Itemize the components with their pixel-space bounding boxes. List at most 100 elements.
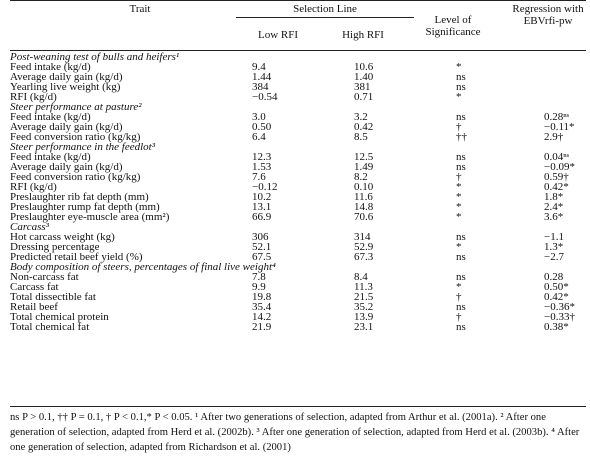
table-row: Preslaughter eye-muscle area (mm²) 66.9 70… — [10, 211, 586, 223]
significance-cell: ns — [456, 321, 466, 333]
regression-cell: 3.6* — [544, 211, 564, 223]
high-rfi-cell: 52.9 — [354, 241, 374, 253]
significance-cell: ns — [456, 111, 466, 123]
high-rfi-cell: 11.6 — [354, 191, 373, 203]
high-rfi-cell: 23.1 — [354, 321, 374, 333]
header-rule — [10, 50, 586, 51]
high-rfi-cell: 35.2 — [354, 301, 374, 313]
low-rfi-cell: 67.5 — [252, 251, 272, 263]
table-footnote: ns P > 0.1, †† P = 0.1, † P < 0.1,* P < … — [10, 412, 580, 453]
low-rfi-cell: 35.4 — [252, 301, 272, 313]
trait-cell: Average daily gain (kg/d) — [10, 71, 123, 83]
significance-cell: ns — [456, 271, 466, 283]
trait-cell: Non-carcass fat — [10, 271, 79, 283]
significance-cell: ns — [456, 231, 466, 243]
regression-cell: 2.9† — [544, 131, 564, 143]
high-rfi-cell: 8.5 — [354, 131, 368, 143]
table-row: Total chemical fat 21.9 23.1 ns 0.38* — [10, 321, 586, 333]
low-rfi-cell: 7.8 — [252, 271, 266, 283]
regression-cell: −2.7 — [544, 251, 564, 263]
table-row: Average daily gain (kg/d) 1.44 1.40 ns — [10, 71, 586, 83]
section-heading: Steer performance in the feedlot³ — [10, 142, 586, 153]
high-rfi-cell: 0.71 — [354, 91, 374, 103]
low-rfi-cell: −0.54 — [252, 91, 278, 103]
significance-cell: * — [456, 241, 462, 253]
regression-cell: 0.28ⁿˢ — [544, 111, 570, 123]
low-rfi-cell: −0.12 — [252, 181, 278, 193]
significance-cell: * — [456, 191, 462, 203]
high-rfi-cell: 8.2 — [354, 171, 368, 183]
trait-cell: Preslaughter rump fat depth (mm) — [10, 201, 160, 213]
header-selection-line: Selection Line — [293, 3, 357, 15]
significance-cell: ns — [456, 161, 466, 173]
low-rfi-cell: 66.9 — [252, 211, 272, 223]
table-row: Average daily gain (kg/d) 0.50 0.42 † −0.11* — [10, 121, 586, 133]
trait-cell: Feed conversion ratio (kg/kg) — [10, 131, 141, 143]
high-rfi-cell: 314 — [354, 231, 371, 243]
significance-cell: ns — [456, 71, 466, 83]
low-rfi-cell: 9.4 — [252, 61, 266, 73]
table-row: Yearling live weight (kg) 384 381 ns — [10, 81, 586, 93]
table-row: RFI (kg/d) −0.54 0.71 * — [10, 91, 586, 103]
high-rfi-cell: 1.40 — [354, 71, 374, 83]
regression-cell: 0.28 — [544, 271, 564, 283]
low-rfi-cell: 0.50 — [252, 121, 272, 133]
significance-cell: ns — [456, 81, 466, 93]
trait-cell: Feed intake (kg/d) — [10, 61, 91, 73]
regression-cell — [508, 62, 586, 72]
high-rfi-cell: 21.5 — [354, 291, 374, 303]
section-heading: Post-weaning test of bulls and heifers¹ — [10, 51, 586, 63]
regression-cell: 0.38* — [544, 321, 569, 333]
trait-cell: RFI (kg/d) — [10, 181, 57, 193]
significance-cell: † — [456, 291, 462, 303]
section-title: Steer performance at pasture² — [10, 101, 142, 113]
trait-cell: Carcass fat — [10, 281, 59, 293]
table-row: Dressing percentage 52.1 52.9 * 1.3* — [10, 241, 586, 253]
trait-cell: Preslaughter rib fat depth (mm) — [10, 191, 149, 203]
significance-cell: * — [456, 61, 462, 73]
high-rfi-cell: 3.2 — [354, 111, 368, 123]
table-row: Total dissectible fat 19.8 21.5 † 0.42* — [10, 291, 586, 303]
trait-cell: RFI (kg/d) — [10, 91, 57, 103]
trait-cell: Total chemical protein — [10, 311, 109, 323]
table-header: Trait Selection Line Low RFI High RFI Le… — [0, 0, 590, 52]
high-rfi-cell: 0.10 — [354, 181, 374, 193]
section-heading: Steer performance at pasture² — [10, 101, 586, 113]
table-row: Feed conversion ratio (kg/kg) 6.4 8.5 †† 2.9… — [10, 131, 586, 143]
low-rfi-cell: 10.2 — [252, 191, 272, 203]
regression-cell: −0.11* — [544, 121, 575, 133]
regression-cell: 1.3* — [544, 241, 564, 253]
significance-cell: * — [456, 211, 462, 223]
regression-cell: 0.42* — [544, 291, 569, 303]
table-row: Feed conversion ratio (kg/kg) 7.6 8.2 † 0.59… — [10, 171, 586, 183]
header-high-rfi: High RFI — [342, 29, 384, 41]
header-low-rfi: Low RFI — [257, 29, 299, 41]
high-rfi-cell: 1.49 — [354, 161, 374, 173]
high-rfi-cell: 14.8 — [354, 201, 374, 213]
table-row: Retail beef 35.4 35.2 ns −0.36* — [10, 301, 586, 313]
low-rfi-cell: 9.9 — [252, 281, 266, 293]
low-rfi-cell: 21.9 — [252, 321, 272, 333]
high-rfi-cell: 70.6 — [354, 211, 374, 223]
regression-cell — [508, 72, 586, 82]
section-title: Post-weaning test of bulls and heifers¹ — [10, 51, 180, 63]
table-row: Carcass fat 9.9 11.3 * 0.50* — [10, 281, 586, 293]
low-rfi-cell: 7.6 — [252, 171, 266, 183]
trait-cell: Predicted retail beef yield (%) — [10, 251, 143, 263]
section-heading: Carcass³ — [10, 221, 586, 233]
low-rfi-cell: 384 — [252, 81, 269, 93]
table-row: Feed intake (kg/d) 9.4 10.6 * — [10, 61, 586, 73]
significance-cell: * — [456, 201, 462, 213]
significance-cell: †† — [456, 131, 467, 143]
section-title: Carcass³ — [10, 221, 49, 233]
low-rfi-cell: 19.8 — [252, 291, 272, 303]
trait-cell: Feed conversion ratio (kg/kg) — [10, 171, 141, 183]
data-table: Post-weaning test of bulls and heifers¹ F… — [10, 51, 586, 333]
significance-cell: † — [456, 121, 462, 133]
high-rfi-cell: 12.5 — [354, 151, 374, 163]
top-rule — [10, 0, 586, 1]
high-rfi-cell: 11.3 — [354, 281, 373, 293]
high-rfi-cell: 381 — [354, 81, 371, 93]
regression-cell — [508, 82, 586, 92]
